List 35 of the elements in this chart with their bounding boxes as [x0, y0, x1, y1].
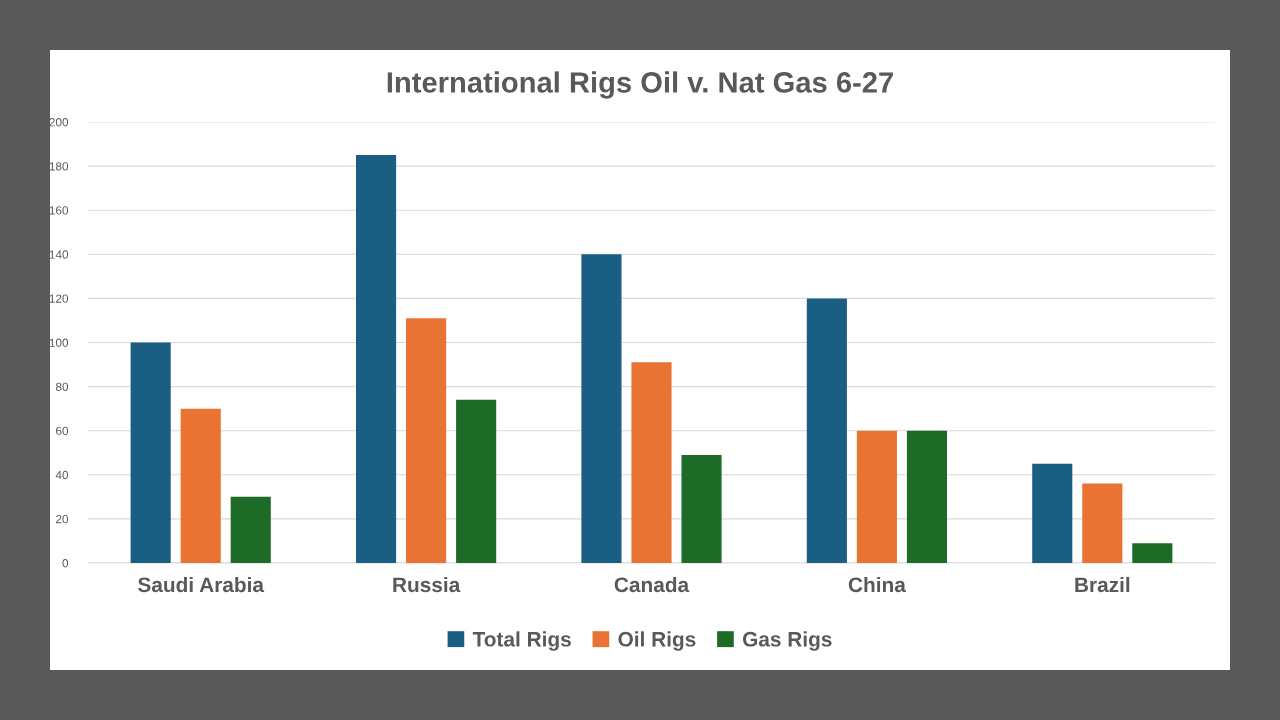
y-tick-label: 160 [49, 206, 69, 215]
bar [230, 496, 271, 563]
bar [856, 430, 897, 563]
y-tick-label: 120 [49, 294, 69, 303]
bar [906, 430, 947, 563]
bar [406, 318, 447, 563]
y-tick-label: 40 [55, 470, 69, 480]
bar [456, 399, 497, 563]
bar [1032, 463, 1073, 563]
bar [1082, 483, 1123, 563]
x-tick-label: Russia [393, 576, 461, 593]
bar [681, 454, 722, 563]
y-tick-label: 60 [56, 426, 69, 436]
chart-title: International Rigs Oil v. Nat Gas 6-27 [387, 71, 893, 99]
y-tick-label: 80 [55, 382, 69, 391]
x-tick-label: Canada [614, 576, 690, 593]
bar [1132, 543, 1173, 563]
legend-label: Total Rigs [472, 631, 571, 651]
bar [806, 298, 847, 563]
y-tick-label: 0 [62, 559, 69, 568]
bar [581, 254, 622, 563]
y-tick-label: 180 [49, 162, 69, 171]
bar [631, 362, 672, 563]
x-tick-label: Saudi Arabia [138, 576, 265, 593]
x-tick-label: Brazil [1075, 576, 1130, 593]
x-tick-label: China [848, 576, 906, 593]
bar [130, 342, 171, 563]
y-tick-label: 20 [56, 514, 69, 524]
legend-label: Gas Rigs [742, 631, 832, 651]
y-tick-label: 200 [49, 118, 69, 127]
bar [356, 155, 397, 563]
y-tick-label: 100 [49, 338, 69, 347]
bar [180, 408, 221, 563]
legend-label: Oil Rigs [618, 631, 696, 651]
y-tick-label: 140 [49, 250, 69, 259]
